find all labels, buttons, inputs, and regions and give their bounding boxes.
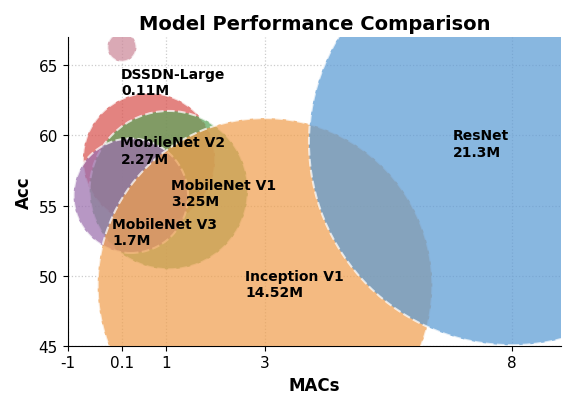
Text: DSSDN-Large
0.11M: DSSDN-Large 0.11M [121,67,225,98]
Point [126,193,135,200]
Title: Model Performance Comparison: Model Performance Comparison [139,15,490,34]
Point [507,140,516,146]
Point [164,187,173,194]
Text: MobileNet V2
2.27M: MobileNet V2 2.27M [120,136,226,166]
Point [260,283,270,289]
Text: Inception V1
14.52M: Inception V1 14.52M [245,269,344,299]
Text: ResNet
21.3M: ResNet 21.3M [453,129,509,159]
Text: MobileNet V1
3.25M: MobileNet V1 3.25M [171,178,276,208]
X-axis label: MACs: MACs [289,376,340,394]
Point [118,45,127,51]
Point [145,157,154,163]
Text: MobileNet V3
1.7M: MobileNet V3 1.7M [112,217,217,247]
Y-axis label: Acc: Acc [15,176,33,208]
